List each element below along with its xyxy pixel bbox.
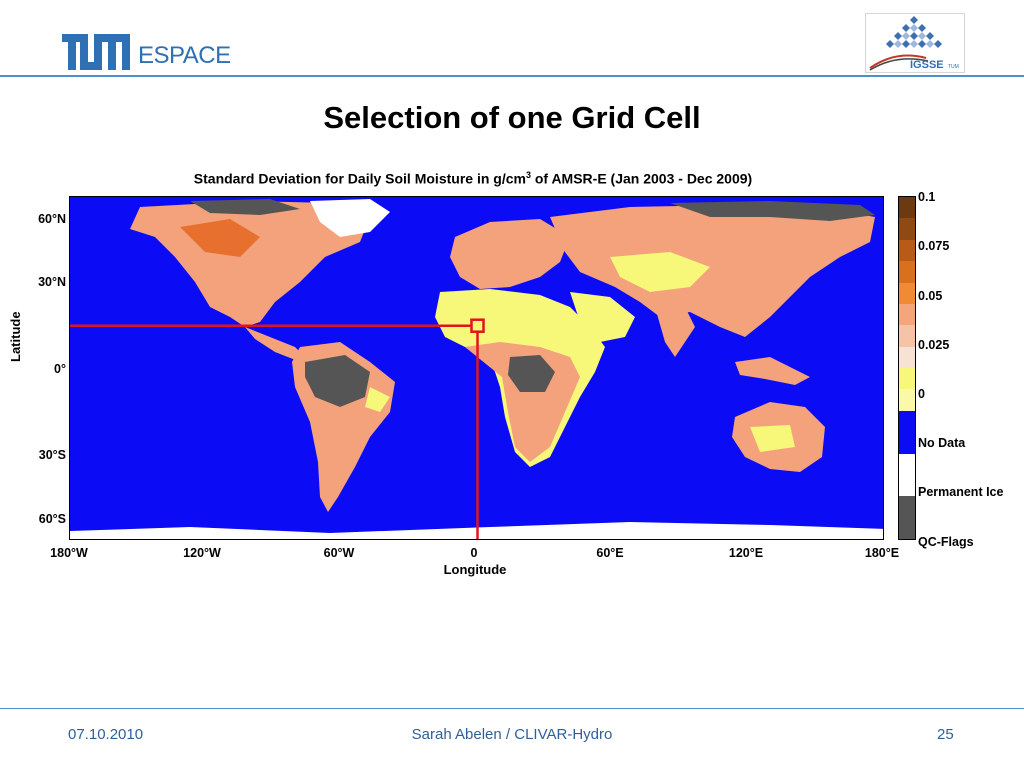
landmass-southeast-asia xyxy=(735,357,810,385)
colorbar-segment xyxy=(899,346,915,368)
region-australia-low xyxy=(750,425,795,452)
lat-tick-60s: 60°S xyxy=(38,512,66,526)
espace-logo-text: ESPACE xyxy=(138,42,231,69)
landmass-asia xyxy=(550,205,875,337)
colorbar-segment xyxy=(899,389,915,411)
colorbar xyxy=(898,196,916,540)
colorbar-segment xyxy=(899,453,915,475)
colorbar-label-0-075: 0.075 xyxy=(918,239,950,253)
igsse-logo: IGSSE TUM xyxy=(865,13,965,73)
igsse-logo-icon: IGSSE TUM xyxy=(869,16,959,71)
region-india xyxy=(655,307,695,357)
footer-author: Sarah Abelen / CLIVAR-Hydro xyxy=(411,726,613,743)
lon-tick-180w: 180°W xyxy=(50,546,88,560)
soil-moisture-map xyxy=(69,196,884,540)
map-title-prefix: Standard Deviation for Daily Soil Moistu… xyxy=(193,170,526,187)
svg-text:TUM: TUM xyxy=(948,64,959,70)
colorbar-segment xyxy=(899,474,915,497)
colorbar-label-no-data: No Data xyxy=(918,436,966,450)
colorbar-segment xyxy=(899,261,915,283)
lon-tick-60e: 60°E xyxy=(596,546,624,560)
colorbar-label-permanent-ice: Permanent Ice xyxy=(918,485,1004,499)
region-greenland-ice xyxy=(310,199,390,237)
colorbar-segment xyxy=(899,432,915,454)
selected-grid-cell-marker xyxy=(470,318,485,333)
landmass-europe xyxy=(450,219,570,289)
colorbar-segment xyxy=(899,325,915,347)
region-congo-qc xyxy=(508,355,555,392)
tum-logo-icon xyxy=(62,34,130,70)
colorbar-segment xyxy=(899,368,915,390)
lat-tick-30s: 30°S xyxy=(38,448,66,462)
colorbar-segment xyxy=(899,496,915,518)
y-axis-label: Latitude xyxy=(8,311,23,362)
region-south-america-low xyxy=(365,387,390,412)
lon-tick-120e: 120°E xyxy=(728,546,764,560)
header-divider xyxy=(0,75,1024,77)
map-title-superscript: 3 xyxy=(525,170,531,180)
landmass-arabia xyxy=(570,292,635,342)
footer-date: 07.10.2010 xyxy=(68,726,144,743)
colorbar-segment xyxy=(899,239,915,262)
x-axis-label: Longitude xyxy=(443,562,507,577)
region-arctic-qc xyxy=(190,199,300,215)
region-amazon-qc xyxy=(305,355,370,407)
svg-text:IGSSE: IGSSE xyxy=(910,59,944,71)
colorbar-segment xyxy=(899,410,915,433)
colorbar-segment xyxy=(899,517,915,539)
map-canvas xyxy=(70,197,883,539)
region-central-asia-low xyxy=(610,252,710,292)
lat-tick-equator: 0° xyxy=(54,362,66,376)
tum-espace-logo: ESPACE xyxy=(62,34,231,70)
footer-page-number: 25 xyxy=(937,726,954,743)
slide-header: ESPACE IGSSE TUM xyxy=(0,0,1024,80)
lon-tick-60w: 60°W xyxy=(323,546,355,560)
region-siberia-qc xyxy=(670,201,875,221)
colorbar-label-0-05: 0.05 xyxy=(918,289,943,303)
map-title: Standard Deviation for Daily Soil Moistu… xyxy=(0,170,946,187)
colorbar-label-0-1: 0.1 xyxy=(918,190,936,204)
lat-tick-30n: 30°N xyxy=(38,275,66,289)
slide-title: Selection of one Grid Cell xyxy=(323,100,701,135)
colorbar-segment xyxy=(899,282,915,304)
colorbar-segment xyxy=(899,197,915,219)
colorbar-segment xyxy=(899,218,915,240)
lon-tick-120w: 120°W xyxy=(183,546,221,560)
lat-tick-60n: 60°N xyxy=(38,212,66,226)
lon-tick-0: 0 xyxy=(470,546,478,560)
map-title-suffix: of AMSR-E (Jan 2003 - Dec 2009) xyxy=(530,170,753,187)
lon-tick-180e: 180°E xyxy=(864,546,900,560)
footer-divider xyxy=(0,708,1024,709)
landmass-central-america xyxy=(245,327,305,361)
colorbar-segment xyxy=(899,303,915,326)
region-north-america-high xyxy=(180,219,260,257)
colorbar-label-0-025: 0.025 xyxy=(918,338,950,352)
colorbar-label-qc-flags: QC-Flags xyxy=(918,535,974,549)
colorbar-label-0: 0 xyxy=(918,387,925,401)
